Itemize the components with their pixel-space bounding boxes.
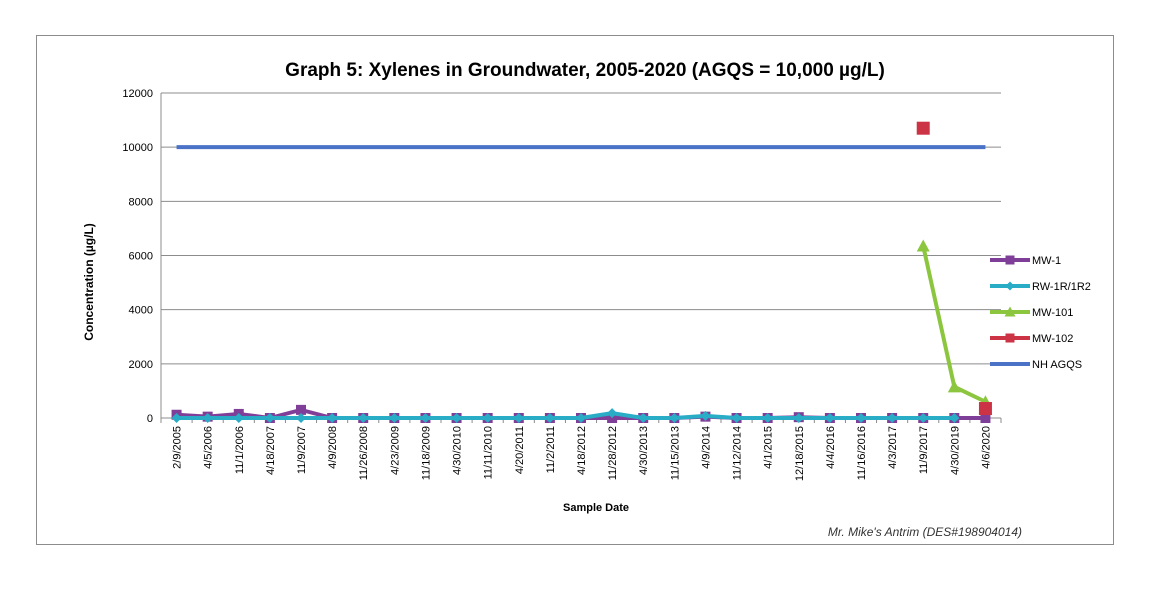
data-point-rw-1r-1r2 <box>762 413 773 423</box>
x-tick-label: 4/9/2008 <box>327 426 339 469</box>
x-tick-label: 4/9/2014 <box>700 426 712 469</box>
chart-credit: Mr. Mike's Antrim (DES#198904014) <box>828 525 1022 539</box>
x-tick-label: 11/1/2006 <box>234 426 246 474</box>
data-point-rw-1r-1r2 <box>918 413 929 423</box>
series-mw-101 <box>916 239 992 408</box>
data-point-mw-101 <box>916 239 930 252</box>
legend-swatch-marker <box>1005 255 1015 265</box>
data-point-mw-101 <box>947 380 961 393</box>
data-point-rw-1r-1r2 <box>856 413 866 423</box>
x-tick-label: 4/4/2016 <box>825 426 837 469</box>
legend-swatch-marker <box>1004 306 1016 317</box>
series-line-mw-101 <box>921 245 987 404</box>
y-tick-label: 4000 <box>129 305 153 317</box>
x-tick-label: 12/18/2015 <box>794 426 806 481</box>
legend-item-nh-agqs: NH AGQS <box>990 359 1082 371</box>
x-tick-label: 11/26/2008 <box>358 426 370 480</box>
legend-label: NH AGQS <box>1032 359 1082 371</box>
x-tick-label: 4/20/2011 <box>514 426 526 474</box>
legend-item-mw-1: MW-1 <box>990 255 1061 267</box>
x-tick-label: 4/18/2007 <box>265 426 277 475</box>
data-point-rw-1r-1r2 <box>887 413 898 423</box>
x-tick-label: 4/30/2013 <box>638 426 650 475</box>
data-point-rw-1r-1r2 <box>669 413 680 423</box>
series-mw-102 <box>916 121 992 416</box>
data-point-rw-1r-1r2 <box>731 413 742 423</box>
x-tick-label: 11/16/2016 <box>856 426 868 480</box>
y-tick-label: 12000 <box>122 88 153 100</box>
legend-item-mw-101: MW-101 <box>990 306 1073 319</box>
data-point-rw-1r-1r2 <box>638 413 649 423</box>
legend-label: MW-102 <box>1032 333 1073 345</box>
x-tick-label: 4/1/2015 <box>763 426 775 469</box>
data-point-mw-102 <box>978 402 992 416</box>
data-point-rw-1r-1r2 <box>327 413 338 423</box>
legend: MW-1 RW-1R/1R2 MW-101 MW-102 NH AGQS <box>990 255 1091 371</box>
y-axis-title: Concentration (µg/L) <box>82 223 96 341</box>
x-tick-label: 4/18/2012 <box>576 426 588 475</box>
x-tick-label: 4/30/2019 <box>949 426 961 475</box>
data-point-rw-1r-1r2 <box>482 413 493 423</box>
data-point-rw-1r-1r2 <box>793 413 804 423</box>
series-layer <box>171 121 992 423</box>
legend-label: MW-101 <box>1032 307 1073 319</box>
data-point-rw-1r-1r2 <box>202 413 213 423</box>
legend-item-mw-102: MW-102 <box>990 333 1073 345</box>
data-point-rw-1r-1r2 <box>824 413 835 423</box>
x-tick-label: 11/9/2017 <box>918 426 930 474</box>
xylenes-line-chart: Graph 5: Xylenes in Groundwater, 2005-20… <box>82 60 1091 539</box>
x-tick-label: 11/15/2013 <box>669 426 681 480</box>
x-tick-label: 11/11/2010 <box>483 426 495 479</box>
y-tick-label: 8000 <box>129 196 153 208</box>
x-tick-label: 4/23/2009 <box>389 426 401 475</box>
y-tick-label: 10000 <box>122 142 153 154</box>
y-tick-label: 6000 <box>129 251 153 263</box>
x-tick-label: 11/2/2011 <box>545 426 557 473</box>
x-tick-label: 11/18/2009 <box>420 426 432 480</box>
series-line-rw-1r-1r2 <box>176 411 955 420</box>
legend-label: MW-1 <box>1032 255 1061 267</box>
x-tick-label: 11/9/2007 <box>296 426 308 474</box>
y-tick-label: 2000 <box>129 359 153 371</box>
series-rw-1r-1r2 <box>171 408 960 423</box>
data-point-rw-1r-1r2 <box>233 413 244 423</box>
data-point-rw-1r-1r2 <box>264 413 275 423</box>
x-tick-label: 11/28/2012 <box>607 426 619 480</box>
x-tick-label: 4/3/2017 <box>887 426 899 469</box>
data-point-rw-1r-1r2 <box>544 413 555 423</box>
data-point-mw-1 <box>980 413 991 423</box>
data-point-rw-1r-1r2 <box>607 408 618 419</box>
x-axis-title: Sample Date <box>563 502 629 514</box>
y-tick-label: 0 <box>147 413 153 425</box>
legend-item-rw-1r-1r2: RW-1R/1R2 <box>990 281 1091 293</box>
data-point-rw-1r-1r2 <box>700 410 711 421</box>
legend-swatch-marker <box>1005 333 1015 343</box>
x-tick-label: 11/12/2014 <box>732 426 744 480</box>
data-point-rw-1r-1r2 <box>576 413 586 423</box>
x-tick-label: 4/6/2020 <box>980 426 992 469</box>
chart-frame: Graph 5: Xylenes in Groundwater, 2005-20… <box>36 35 1114 545</box>
legend-label: RW-1R/1R2 <box>1032 281 1091 293</box>
x-tick-label: 4/5/2006 <box>203 426 215 469</box>
data-point-rw-1r-1r2 <box>949 413 960 423</box>
data-point-rw-1r-1r2 <box>420 413 431 423</box>
data-point-rw-1r-1r2 <box>171 413 182 423</box>
data-point-rw-1r-1r2 <box>451 413 462 423</box>
gridlines <box>161 92 1001 365</box>
data-point-rw-1r-1r2 <box>389 413 400 423</box>
data-point-rw-1r-1r2 <box>513 413 524 423</box>
data-point-rw-1r-1r2 <box>296 413 306 423</box>
x-tick-label: 2/9/2005 <box>172 426 184 469</box>
data-point-mw-102 <box>916 121 930 135</box>
data-point-rw-1r-1r2 <box>358 413 369 423</box>
chart-title: Graph 5: Xylenes in Groundwater, 2005-20… <box>285 60 885 81</box>
x-tick-label: 4/30/2010 <box>452 426 464 475</box>
data-point-mw-1 <box>296 404 306 415</box>
legend-swatch-marker <box>1005 281 1015 291</box>
